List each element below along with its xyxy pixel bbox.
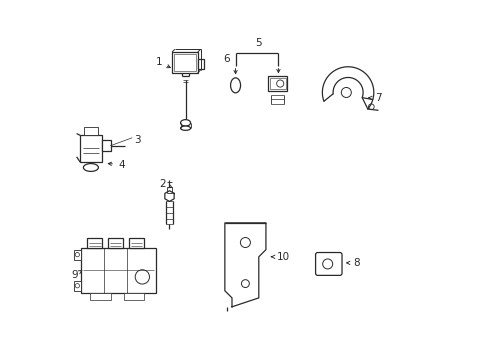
Bar: [269, 78, 285, 89]
Text: 3: 3: [134, 135, 140, 145]
Text: 5: 5: [255, 38, 262, 48]
Text: 4: 4: [108, 159, 124, 170]
Text: 9: 9: [71, 270, 81, 280]
Bar: [102, 140, 110, 152]
Bar: [74, 281, 81, 291]
Bar: [128, 238, 143, 248]
Bar: [267, 76, 287, 91]
Bar: [81, 248, 156, 293]
Ellipse shape: [180, 126, 190, 130]
Bar: [74, 249, 81, 260]
Text: 6: 6: [223, 54, 229, 64]
Text: 8: 8: [346, 258, 360, 268]
Bar: [83, 127, 98, 135]
Text: 10: 10: [271, 252, 290, 262]
Bar: [173, 54, 196, 71]
Text: 1: 1: [155, 57, 170, 68]
Bar: [80, 135, 102, 162]
Ellipse shape: [230, 78, 240, 93]
Bar: [123, 293, 144, 300]
Text: 2: 2: [159, 179, 172, 189]
Ellipse shape: [83, 163, 98, 171]
Bar: [90, 293, 110, 300]
Bar: [87, 238, 102, 248]
Bar: [172, 52, 197, 73]
Ellipse shape: [180, 120, 190, 126]
Bar: [108, 238, 123, 248]
Bar: [197, 59, 203, 69]
Text: 7: 7: [368, 93, 381, 103]
FancyBboxPatch shape: [315, 252, 341, 275]
